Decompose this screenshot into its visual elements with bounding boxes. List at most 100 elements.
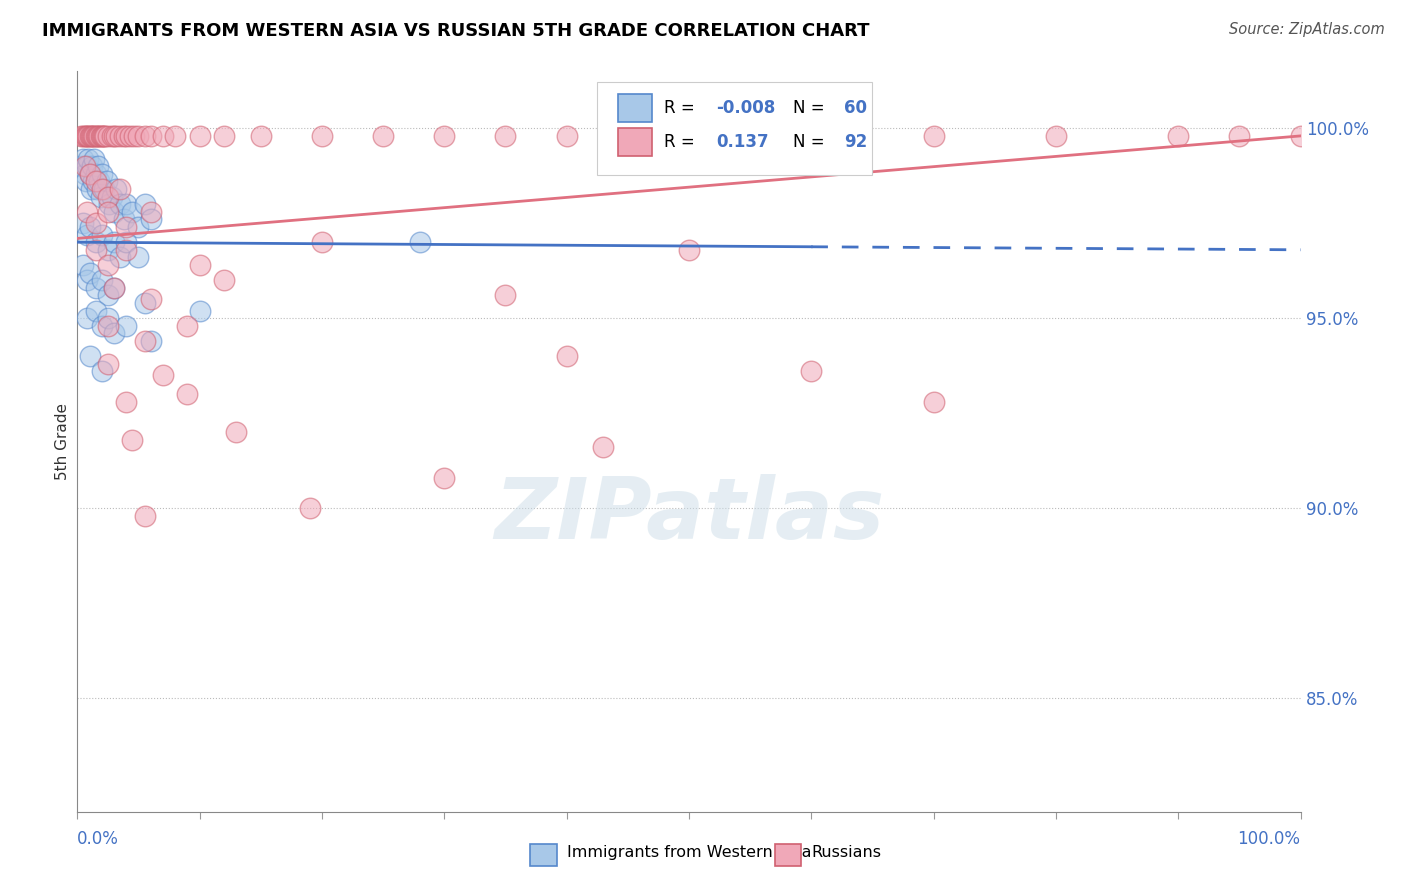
Point bbox=[79, 167, 101, 181]
Point bbox=[75, 174, 97, 188]
Point bbox=[115, 243, 138, 257]
Point bbox=[97, 189, 120, 203]
Point bbox=[433, 470, 456, 484]
Point bbox=[311, 235, 333, 250]
Point bbox=[115, 197, 138, 211]
Point bbox=[115, 394, 138, 409]
Point bbox=[97, 288, 120, 302]
Point bbox=[176, 318, 198, 333]
Text: 60: 60 bbox=[844, 99, 868, 118]
Point bbox=[76, 159, 98, 173]
Point bbox=[225, 425, 247, 439]
Point bbox=[128, 251, 150, 265]
Point bbox=[115, 128, 138, 143]
Point bbox=[80, 182, 103, 196]
Point bbox=[122, 128, 145, 143]
Point bbox=[84, 303, 107, 318]
Point bbox=[70, 159, 93, 173]
Point bbox=[76, 227, 98, 242]
Point bbox=[80, 128, 103, 143]
Point bbox=[188, 128, 211, 143]
Point bbox=[134, 128, 156, 143]
Point bbox=[72, 216, 94, 230]
Point bbox=[108, 197, 131, 211]
Point bbox=[103, 235, 125, 250]
Text: 0.0%: 0.0% bbox=[77, 830, 120, 848]
Point bbox=[84, 235, 107, 250]
Text: R =: R = bbox=[665, 99, 700, 118]
Point bbox=[90, 167, 112, 181]
Point bbox=[79, 266, 101, 280]
FancyBboxPatch shape bbox=[530, 844, 557, 866]
Point bbox=[97, 311, 120, 326]
Point bbox=[112, 212, 135, 227]
Text: IMMIGRANTS FROM WESTERN ASIA VS RUSSIAN 5TH GRADE CORRELATION CHART: IMMIGRANTS FROM WESTERN ASIA VS RUSSIAN … bbox=[42, 22, 870, 40]
Point bbox=[97, 258, 120, 272]
Point bbox=[188, 258, 211, 272]
Text: 0.137: 0.137 bbox=[716, 133, 769, 151]
FancyBboxPatch shape bbox=[775, 844, 801, 866]
Text: N =: N = bbox=[793, 99, 830, 118]
Point bbox=[90, 189, 112, 203]
Point bbox=[134, 334, 156, 348]
Point bbox=[77, 152, 100, 166]
FancyBboxPatch shape bbox=[598, 82, 873, 175]
Point bbox=[115, 235, 138, 250]
Point bbox=[84, 281, 107, 295]
Point bbox=[800, 128, 823, 143]
Point bbox=[73, 159, 96, 173]
Text: 100.0%: 100.0% bbox=[1237, 830, 1301, 848]
Point bbox=[555, 128, 578, 143]
Point bbox=[90, 128, 112, 143]
Point bbox=[139, 292, 162, 306]
Point bbox=[100, 189, 122, 203]
Point bbox=[103, 326, 125, 341]
Point bbox=[115, 318, 138, 333]
Point bbox=[188, 303, 211, 318]
Point bbox=[79, 349, 101, 363]
Text: -0.008: -0.008 bbox=[716, 99, 775, 118]
Point bbox=[89, 128, 111, 143]
Point bbox=[922, 128, 945, 143]
Point bbox=[1167, 128, 1189, 143]
Point bbox=[139, 212, 162, 227]
Point bbox=[103, 128, 125, 143]
Point bbox=[165, 128, 187, 143]
Point bbox=[250, 128, 273, 143]
Point bbox=[121, 204, 143, 219]
Point bbox=[87, 128, 110, 143]
Point bbox=[87, 159, 110, 173]
Point bbox=[100, 128, 122, 143]
Point bbox=[84, 174, 107, 188]
Point bbox=[134, 197, 156, 211]
Y-axis label: 5th Grade: 5th Grade bbox=[55, 403, 70, 480]
Point bbox=[678, 243, 700, 257]
Point bbox=[105, 182, 128, 196]
Text: N =: N = bbox=[793, 133, 830, 151]
Point bbox=[152, 368, 174, 383]
Point bbox=[86, 128, 108, 143]
Point bbox=[97, 204, 120, 219]
Point bbox=[922, 394, 945, 409]
Point bbox=[90, 227, 112, 242]
Point bbox=[76, 128, 98, 143]
Point bbox=[1045, 128, 1067, 143]
Point bbox=[298, 500, 321, 515]
Point bbox=[495, 288, 517, 302]
Point bbox=[105, 128, 128, 143]
Point bbox=[212, 273, 235, 287]
Text: Russians: Russians bbox=[811, 845, 882, 860]
Point bbox=[76, 311, 98, 326]
Point bbox=[108, 251, 131, 265]
Point bbox=[86, 182, 108, 196]
Point bbox=[72, 258, 94, 272]
Point bbox=[79, 220, 101, 235]
Text: Immigrants from Western Asia: Immigrants from Western Asia bbox=[567, 845, 811, 860]
Point bbox=[1289, 128, 1312, 143]
Point bbox=[97, 357, 120, 371]
Point bbox=[80, 159, 103, 173]
Point bbox=[97, 243, 120, 257]
Point bbox=[134, 296, 156, 310]
Point bbox=[90, 128, 112, 143]
Point bbox=[93, 182, 115, 196]
